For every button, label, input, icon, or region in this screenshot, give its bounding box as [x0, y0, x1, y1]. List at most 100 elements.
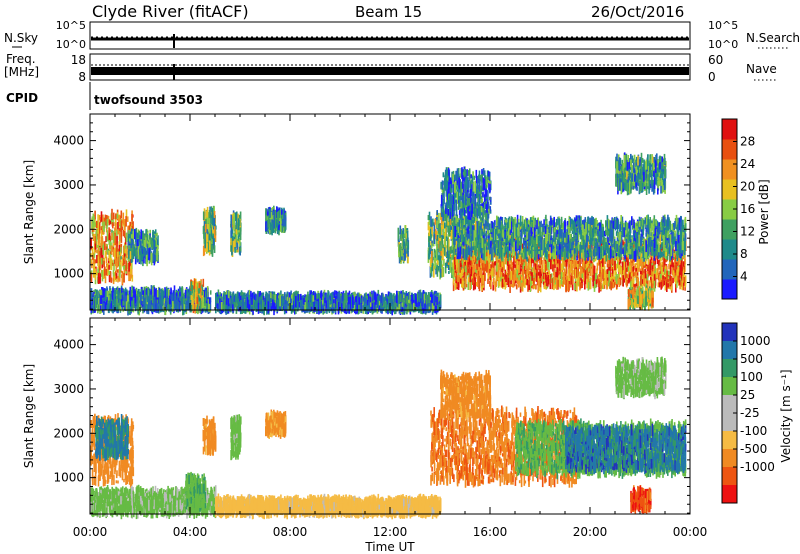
power-echo-cell: [126, 290, 129, 294]
power-echo-cell: [101, 257, 103, 265]
power-echo-cell: [345, 290, 347, 303]
power-echo-cell: [167, 298, 169, 308]
power-echo-cell: [425, 304, 428, 314]
power-echo-cell: [257, 302, 260, 314]
power-echo-cell: [128, 225, 131, 233]
power-echo-cell: [116, 214, 119, 219]
power-echo-cell: [315, 304, 317, 308]
power-echo-cell: [202, 211, 205, 220]
power-echo-cell: [118, 257, 120, 267]
power-echo-cell: [116, 251, 119, 257]
power-echo-cell: [90, 258, 93, 266]
power-echo-cell: [91, 216, 94, 223]
power-echo-cell: [99, 242, 101, 254]
figure-title: Clyde River (fitACF): [92, 2, 249, 21]
power-echo-cell: [161, 289, 164, 303]
power-echo-cell: [429, 258, 432, 267]
power-echo-cell: [340, 295, 343, 304]
power-echo-cell: [157, 250, 159, 262]
power-echo-cell: [136, 239, 139, 249]
power-echo-cell: [132, 295, 135, 309]
power-echo-cell: [125, 248, 127, 254]
power-echo-cell: [125, 216, 127, 227]
power-echo-cell: [450, 235, 452, 240]
power-echo-cell: [98, 222, 101, 234]
power-echo-cell: [104, 302, 107, 308]
power-echo-cell: [274, 303, 276, 310]
power-echo-cell: [394, 296, 396, 303]
power-echo-cell: [109, 229, 111, 233]
power-echo-cell: [103, 221, 105, 232]
power-echo-cell: [436, 267, 439, 277]
power-echo-cell: [122, 259, 124, 263]
power-echo-cell: [142, 290, 144, 295]
power-echo-cell: [128, 295, 131, 308]
power-echo-cell: [140, 229, 142, 240]
power-echo-cell: [413, 294, 415, 300]
nsearch-tick-bottom: 10^0: [708, 38, 738, 51]
power-echo-cell: [132, 253, 135, 259]
power-echo-cell: [92, 297, 94, 309]
cpid-label: CPID: [6, 91, 38, 105]
power-echo-cell: [220, 302, 223, 311]
power-echo-cell: [210, 223, 212, 229]
power-echo-cell: [207, 299, 210, 303]
power-echo-cell: [147, 245, 149, 258]
power-echo-cell: [132, 230, 134, 240]
power-echo-cell: [436, 220, 438, 229]
power-echo-cell: [90, 253, 92, 258]
power-echo-cell: [115, 250, 118, 263]
power-echo-cell: [185, 305, 188, 310]
power-echo-cell: [131, 296, 133, 301]
power-echo-cell: [90, 272, 93, 283]
power-echo-cell: [400, 234, 402, 239]
freq-tick-bottom: 8: [78, 70, 86, 84]
power-echo-cell: [97, 297, 100, 305]
power-echo-cell: [358, 297, 361, 305]
power-echo-cell: [406, 230, 409, 240]
power-echo-cell: [104, 276, 107, 284]
power-echo-cell: [205, 290, 208, 299]
power-echo-cell: [430, 234, 433, 238]
power-echo-cell: [110, 306, 112, 312]
power-echo-cell: [407, 292, 410, 300]
power-echo-cell: [114, 215, 117, 228]
power-echo-cell: [93, 253, 96, 258]
power-echo-cell: [156, 232, 158, 237]
power-echo-cell: [97, 247, 100, 258]
power-echo-cell: [150, 237, 152, 245]
power-echo-cell: [124, 253, 126, 257]
power-echo-cell: [124, 252, 127, 261]
nsky-frame: [89, 21, 691, 50]
power-echo-cell: [381, 294, 384, 304]
power-echo-cell: [159, 295, 162, 300]
power-echo-cell: [100, 211, 103, 222]
freq-label: Freq.: [6, 52, 36, 66]
power-echo-cell: [399, 225, 402, 235]
power-echo-cell: [98, 251, 101, 264]
power-echo-cell: [377, 295, 379, 308]
power-echo-cell: [140, 240, 142, 249]
power-echo-cell: [112, 305, 115, 312]
power-echo-cell: [101, 270, 104, 282]
power-echo-cell: [330, 294, 333, 304]
power-echo-cell: [441, 225, 444, 230]
power-echo-cell: [130, 290, 133, 297]
power-echo-cell: [116, 289, 118, 296]
power-echo-cell: [144, 247, 146, 253]
power-echo-cell: [436, 296, 438, 305]
power-echo-cell: [239, 227, 242, 240]
power-echo-cell: [180, 305, 182, 310]
power-echo-cell: [134, 255, 137, 265]
power-echo-cell: [227, 298, 230, 307]
cpid-panel: CPID twofsound 3503: [6, 82, 203, 110]
power-echo-cell: [203, 290, 205, 298]
power-echo-cell: [164, 303, 167, 308]
power-echo-cell: [98, 214, 101, 220]
power-echoes: [90, 152, 687, 316]
power-echo-cell: [165, 296, 168, 305]
power-echo-cell: [190, 295, 193, 300]
power-echo-cell: [435, 229, 437, 240]
power-echo-cell: [119, 298, 121, 306]
power-echo-cell: [175, 303, 178, 313]
